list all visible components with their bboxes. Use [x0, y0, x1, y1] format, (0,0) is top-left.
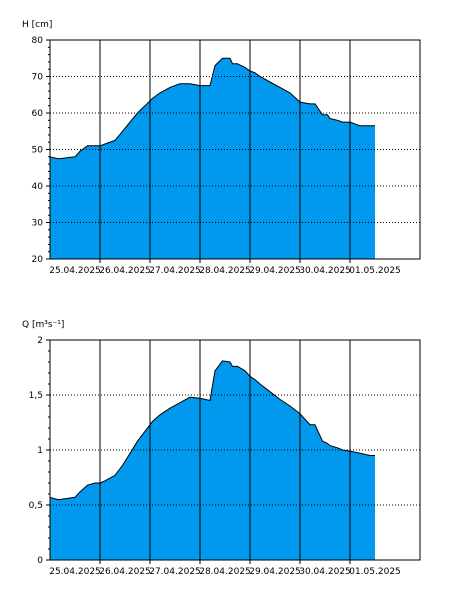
x-tick-label: 30.04.2025 — [299, 266, 351, 276]
x-tick-label: 30.04.2025 — [299, 567, 351, 577]
y-tick-label: 0,5 — [29, 501, 43, 511]
y-tick-label: 60 — [32, 109, 44, 119]
y-axis-label: H [cm] — [22, 20, 52, 30]
y-tick-label: 1 — [37, 446, 43, 456]
x-tick-label: 26.04.2025 — [99, 266, 151, 276]
x-tick-label: 29.04.2025 — [249, 567, 301, 577]
x-tick-label: 01.05.2025 — [349, 266, 401, 276]
y-tick-label: 20 — [32, 255, 44, 265]
y-tick-label: 30 — [32, 219, 44, 229]
discharge-chart: 00,511,5225.04.202526.04.202527.04.20252… — [22, 320, 421, 577]
x-tick-label: 26.04.2025 — [99, 567, 151, 577]
area-fill — [50, 360, 375, 560]
x-tick-label: 29.04.2025 — [249, 266, 301, 276]
y-tick-label: 70 — [32, 73, 44, 83]
y-tick-label: 1,5 — [29, 391, 43, 401]
y-tick-label: 2 — [37, 336, 43, 346]
x-tick-label: 25.04.2025 — [49, 567, 101, 577]
y-tick-label: 50 — [32, 146, 44, 156]
y-axis-label: Q [m³s⁻¹] — [22, 320, 64, 330]
x-tick-label: 01.05.2025 — [349, 567, 401, 577]
x-tick-label: 27.04.2025 — [149, 266, 201, 276]
water-level-chart: 20 30 40 50 60 70 80 25.04.202526.04.202527.04.… — [22, 20, 421, 276]
series-line — [49, 360, 375, 500]
area-fill — [50, 58, 375, 259]
x-tick-label: 28.04.2025 — [199, 266, 251, 276]
x-tick-label: 27.04.2025 — [149, 567, 201, 577]
series-line — [49, 57, 375, 160]
x-tick-label: 28.04.2025 — [199, 567, 251, 577]
y-tick-label: 80 — [32, 36, 44, 46]
y-tick-label: 0 — [37, 556, 43, 566]
y-tick-label: 40 — [32, 182, 44, 192]
x-tick-label: 25.04.2025 — [49, 266, 101, 276]
